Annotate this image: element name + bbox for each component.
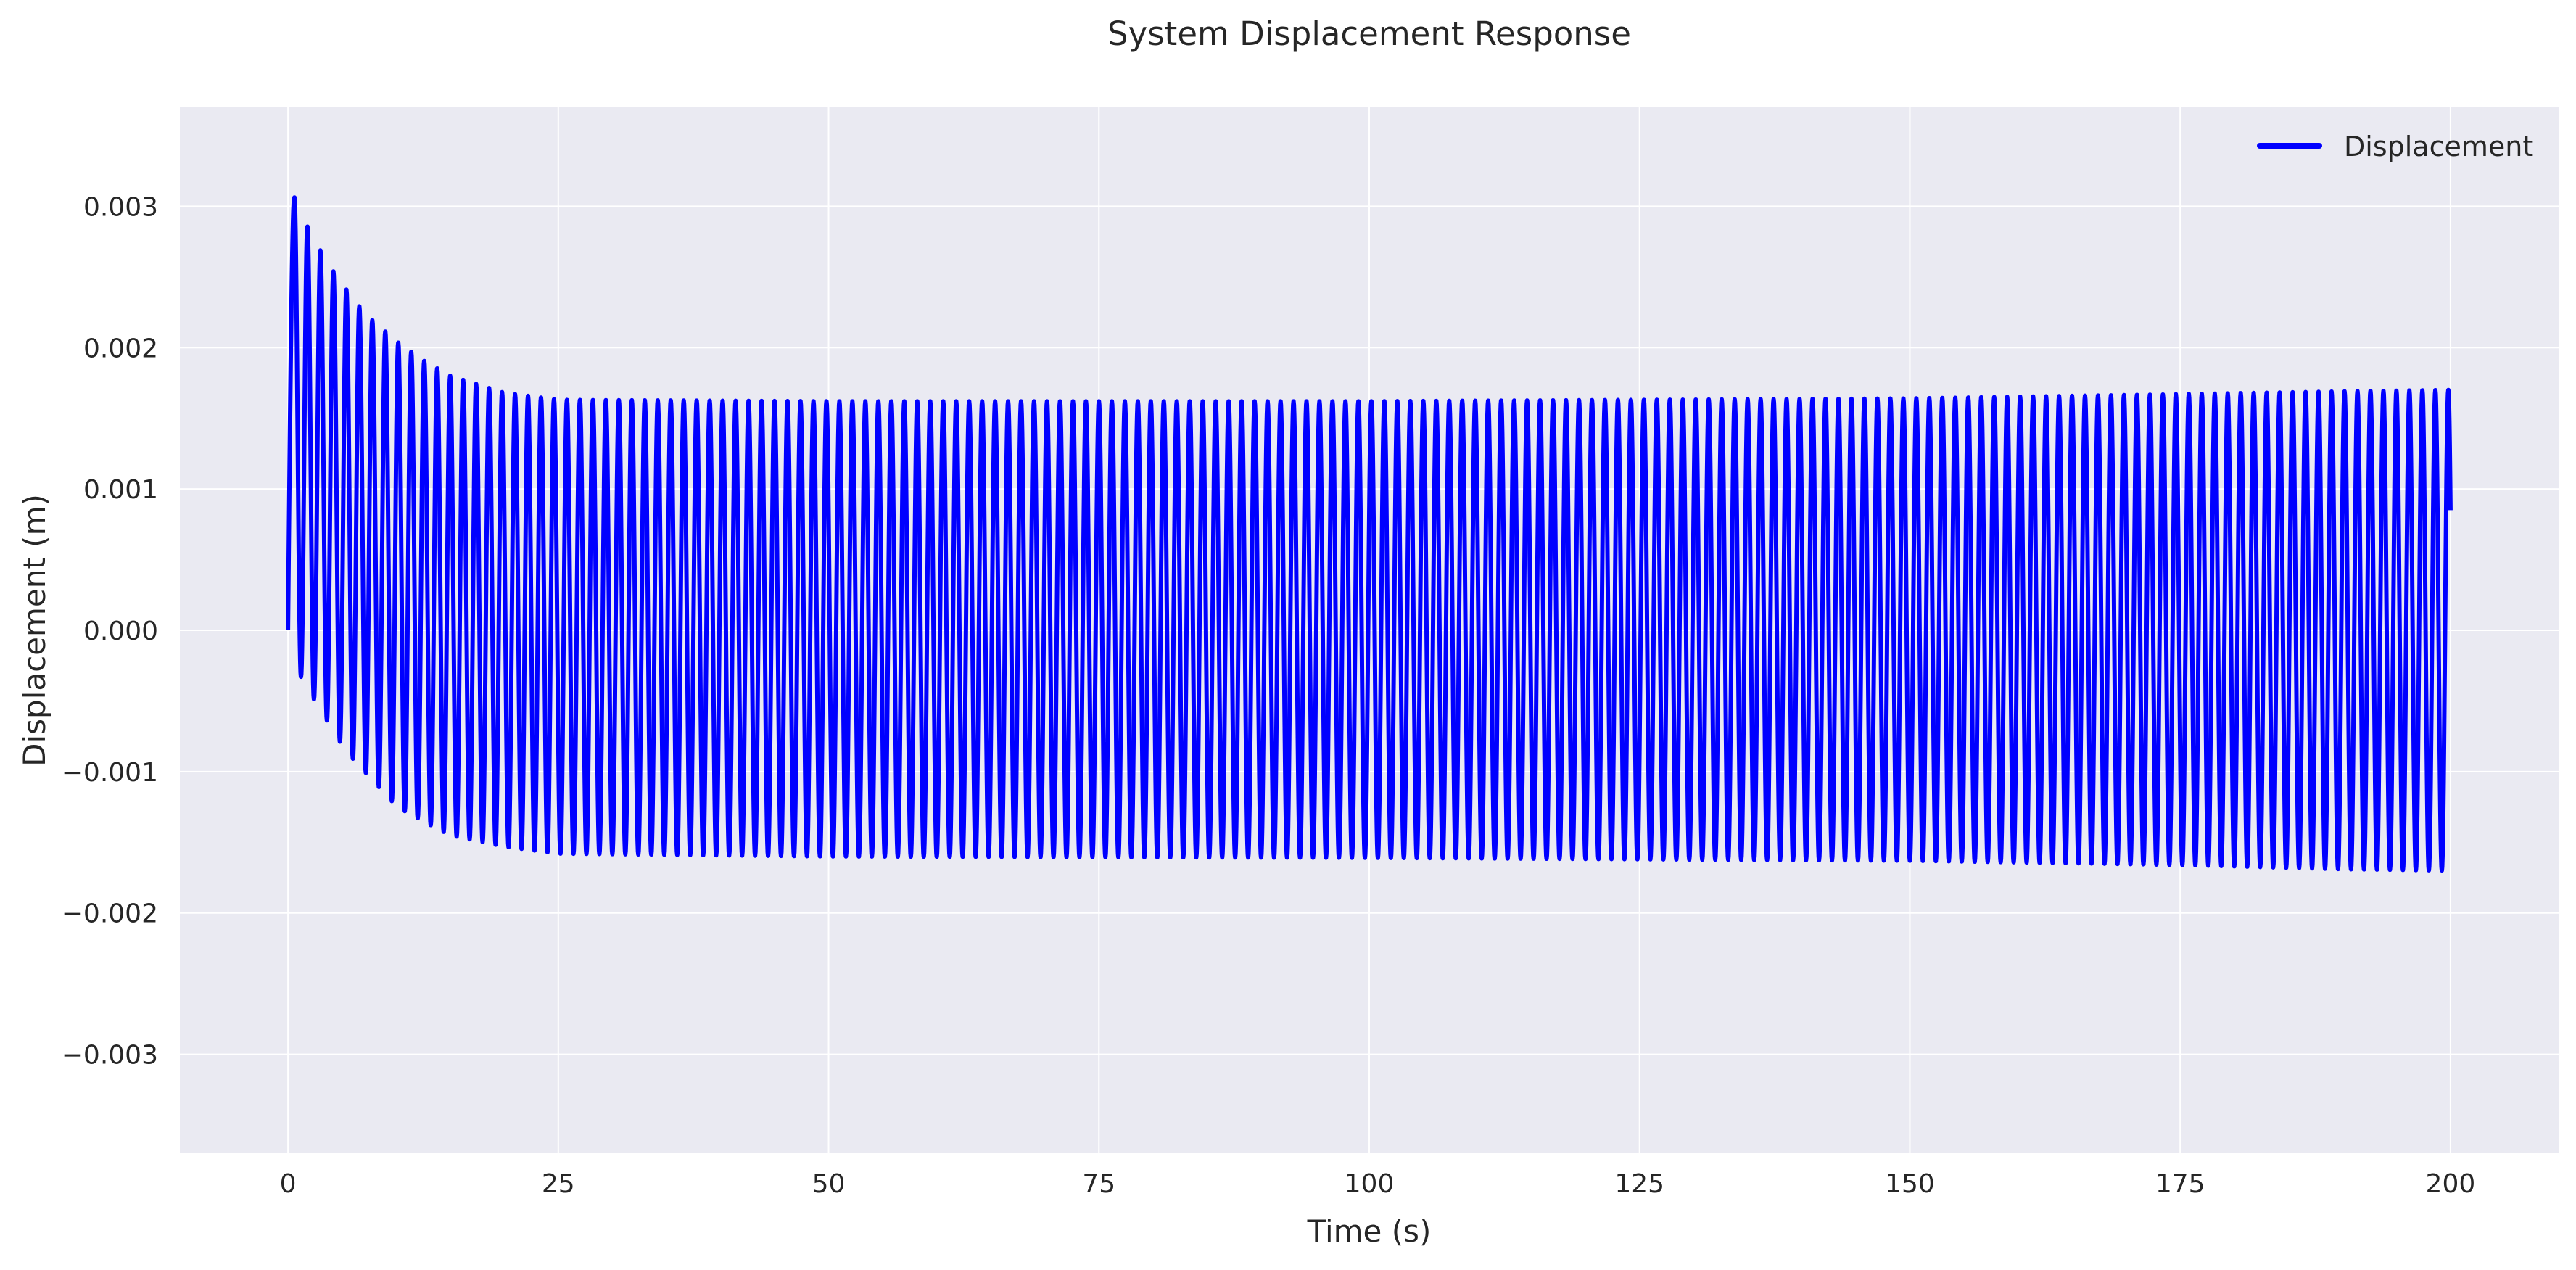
y-tick-label: −0.001 xyxy=(62,758,158,788)
y-tick-label: 0.000 xyxy=(83,617,158,646)
series-line-displacement xyxy=(286,195,2453,873)
legend: Displacement xyxy=(2257,131,2533,162)
x-tick-label: 100 xyxy=(1345,1169,1395,1199)
y-tick-label: −0.002 xyxy=(62,899,158,929)
y-tick-label: −0.003 xyxy=(62,1041,158,1071)
x-tick-label: 25 xyxy=(542,1169,575,1199)
x-tick-label: 150 xyxy=(1885,1169,1935,1199)
y-tick-label: 0.001 xyxy=(83,475,158,505)
x-tick-label: 0 xyxy=(280,1169,297,1199)
x-tick-label: 125 xyxy=(1614,1169,1664,1199)
chart-title: System Displacement Response xyxy=(1107,15,1631,53)
x-tick-label: 200 xyxy=(2426,1169,2476,1199)
y-axis-label: Displacement (m) xyxy=(17,494,52,767)
x-tick-label: 175 xyxy=(2155,1169,2205,1199)
series-layer xyxy=(286,195,2453,873)
y-tick-label: 0.003 xyxy=(83,192,158,222)
legend-label-displacement: Displacement xyxy=(2344,131,2533,162)
x-tick-label: 75 xyxy=(1082,1169,1115,1199)
x-axis-label: Time (s) xyxy=(1307,1213,1432,1249)
x-tick-label: 50 xyxy=(812,1169,846,1199)
y-tick-label: 0.002 xyxy=(83,334,158,363)
tick-labels: 0 25 50 75 100 125 150 175 200 0.003 0.002 0.001 0.0… xyxy=(62,192,2476,1199)
